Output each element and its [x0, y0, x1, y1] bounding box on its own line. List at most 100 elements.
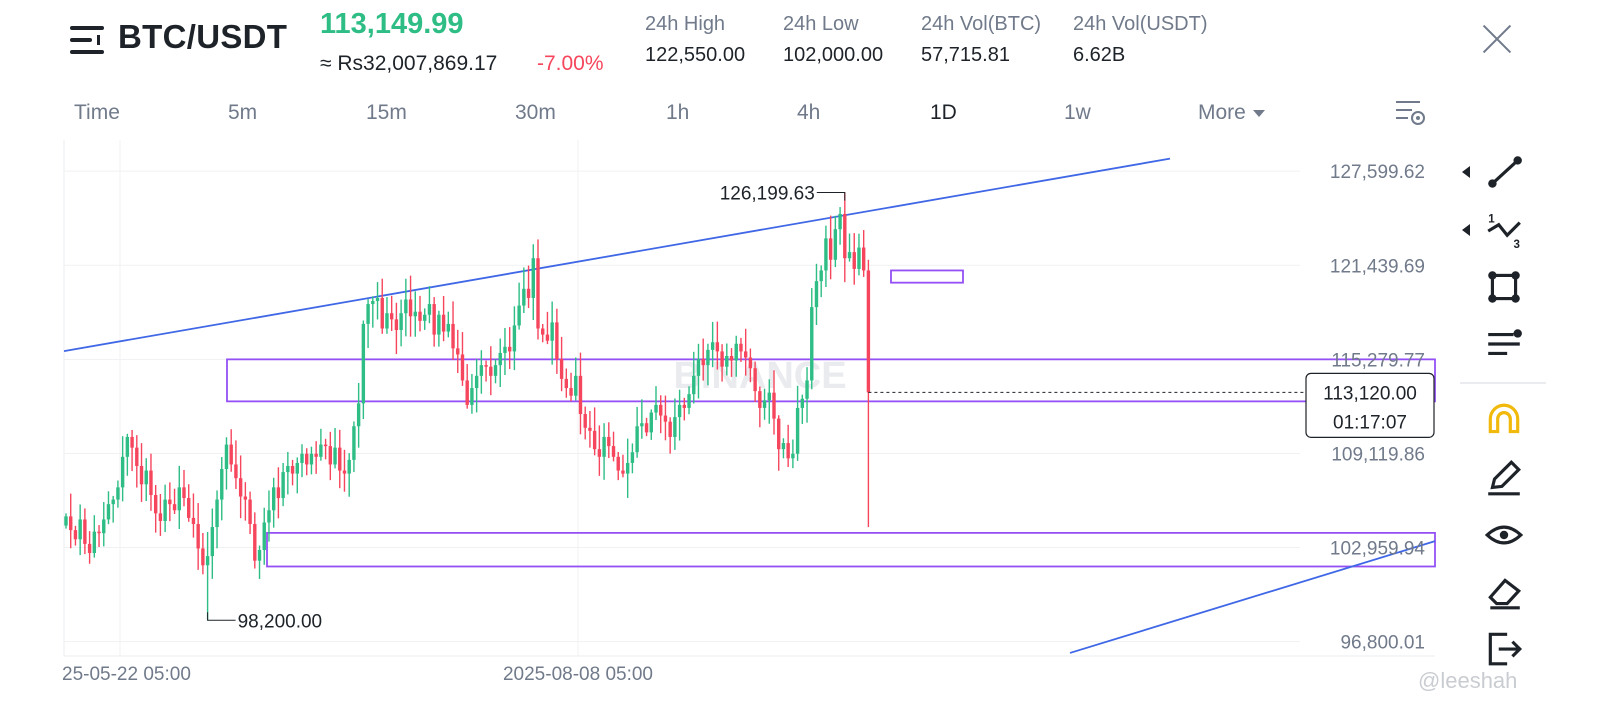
eraser-icon[interactable] — [1484, 572, 1524, 612]
tab-more[interactable]: More — [1198, 101, 1265, 125]
candle-body — [739, 343, 743, 352]
pencil-icon[interactable] — [1484, 458, 1524, 498]
candle-body — [135, 447, 139, 466]
rectangle-tool-icon[interactable] — [1484, 267, 1524, 307]
candle-body — [267, 510, 271, 523]
tab-1w[interactable]: 1w — [1064, 101, 1091, 124]
candle-body — [843, 213, 847, 259]
candle-body — [427, 304, 432, 315]
stat-label-high: 24h High — [645, 13, 726, 35]
candle-body — [460, 354, 465, 381]
approx-value: ≈ Rs32,007,869.17 — [320, 52, 498, 75]
tab-time[interactable]: Time — [74, 101, 120, 124]
candle-body — [682, 404, 687, 408]
stat-value-high: 122,550.00 — [645, 44, 746, 66]
candle-body — [432, 304, 436, 335]
candle-body — [857, 247, 861, 269]
candle-body — [578, 375, 583, 415]
last-price: 113,149.99 — [320, 8, 464, 40]
candle-body — [498, 352, 502, 366]
candle-body — [625, 462, 630, 474]
candle-body — [536, 258, 540, 329]
candle-body — [163, 499, 167, 521]
candle-body — [474, 375, 479, 389]
candle-body — [847, 252, 852, 259]
candle-body — [762, 400, 767, 408]
candle-body — [220, 469, 224, 500]
candle-body — [139, 465, 144, 485]
candle-body — [465, 380, 469, 405]
candle-body — [795, 407, 800, 454]
candle-body — [635, 426, 639, 453]
candle-body — [205, 556, 210, 566]
tab-5m[interactable]: 5m — [228, 101, 258, 124]
candle-body — [309, 453, 314, 465]
candle-body — [73, 530, 78, 540]
tab-1d[interactable]: 1D — [930, 101, 957, 124]
candle-body — [238, 478, 243, 497]
candle-body — [748, 357, 753, 369]
candle-body — [583, 414, 587, 428]
expand-left-icon[interactable] — [1462, 224, 1470, 236]
candle-body — [262, 522, 266, 550]
trendline-tool-icon[interactable] — [1484, 152, 1524, 192]
chart-settings-icon[interactable] — [1394, 98, 1426, 128]
candle-body — [677, 404, 682, 418]
exit-icon[interactable] — [1484, 628, 1524, 668]
tab-1h[interactable]: 1h — [666, 101, 690, 124]
expand-left-icon[interactable] — [1462, 166, 1470, 178]
candle-body — [772, 392, 776, 419]
candle-body — [215, 499, 219, 528]
candle-body — [243, 496, 248, 500]
candle-body — [130, 436, 134, 448]
candle-body — [153, 494, 158, 514]
candle-body — [574, 375, 578, 396]
candle-body — [328, 446, 333, 465]
candle-body — [479, 365, 484, 376]
candlestick-chart[interactable]: BINANCE 126,199.6398,200.00113,120.0001:… — [0, 0, 1450, 720]
candle-body — [819, 270, 823, 282]
candle-body — [281, 472, 285, 499]
candle-body — [347, 459, 351, 474]
tab-15m[interactable]: 15m — [366, 101, 407, 124]
magnet-icon[interactable] — [1484, 400, 1524, 440]
stat-label-vol-btc: 24h Vol(BTC) — [921, 13, 1042, 35]
candle-body — [385, 313, 389, 329]
y-tick-label: 115,279.77 — [1331, 350, 1425, 371]
stat-value-vol-btc: 57,715.81 — [921, 44, 1010, 66]
stat-label-vol-usdt: 24h Vol(USDT) — [1073, 13, 1208, 35]
candle-body — [526, 288, 531, 298]
candle-body — [177, 487, 181, 511]
candle-body — [356, 403, 361, 427]
tab-4h[interactable]: 4h — [797, 101, 821, 124]
y-tick-label: 127,599.62 — [1330, 162, 1425, 183]
candle-body — [305, 453, 309, 465]
candle-body — [314, 453, 318, 457]
svg-text:3: 3 — [1513, 239, 1520, 250]
caret-down-icon — [1252, 109, 1265, 117]
candle-body — [120, 456, 125, 488]
stat-label-low: 24h Low — [783, 13, 859, 35]
candle-body — [380, 297, 384, 329]
x-tick-label: 25-05-22 05:00 — [62, 664, 191, 685]
candle-body — [97, 531, 101, 534]
tab-30m[interactable]: 30m — [515, 101, 556, 124]
settings-lines-icon[interactable] — [1484, 324, 1524, 364]
current-price-box — [1305, 372, 1435, 438]
candle-body — [824, 238, 828, 271]
user-watermark: @leeshah — [1418, 668, 1518, 693]
candle-body — [484, 365, 488, 367]
candle-body — [366, 304, 370, 324]
candle-body — [701, 359, 705, 366]
eye-icon[interactable] — [1484, 515, 1524, 555]
candle-body — [541, 328, 545, 335]
candle-body — [290, 465, 295, 474]
candle-body — [616, 456, 620, 471]
svg-text:1: 1 — [1488, 214, 1495, 226]
candle-body — [550, 322, 554, 341]
candle-body — [659, 404, 663, 416]
pair-title[interactable]: BTC/USDT — [118, 18, 288, 55]
menu-icon[interactable] — [70, 26, 104, 54]
